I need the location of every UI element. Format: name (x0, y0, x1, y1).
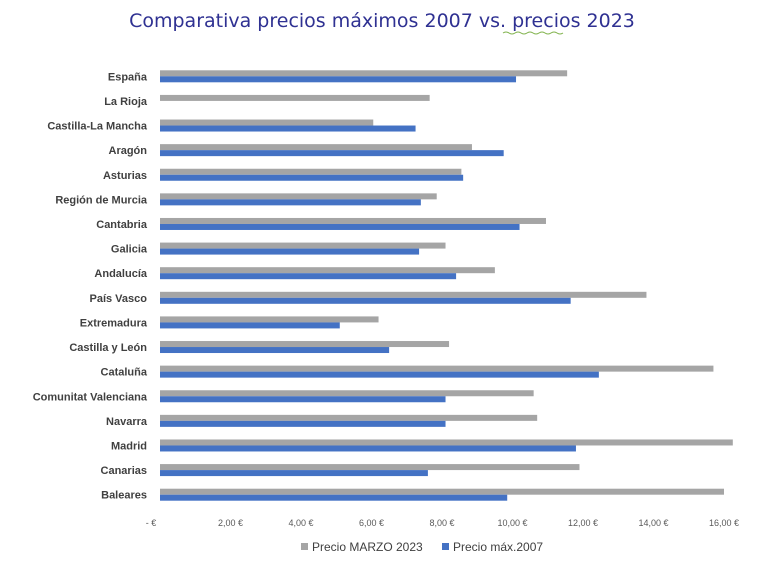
bar-precio-marzo-2023-asturias (160, 168, 462, 175)
category-label: España (108, 71, 148, 83)
category-label: Comunitat Valenciana (33, 391, 148, 403)
bar-precio-max-2007-region-de-murcia (160, 199, 421, 206)
x-tick-label: - € (146, 518, 157, 528)
category-label: Cantabria (96, 219, 148, 231)
bar-precio-max-2007-cantabria (160, 223, 520, 230)
bar-precio-max-2007-cataluna (160, 371, 599, 378)
legend: Precio MARZO 2023 Precio máx.2007 (301, 540, 543, 554)
category-label: Madrid (111, 440, 147, 452)
bar-precio-marzo-2023-aragon (160, 144, 472, 151)
bar-precio-max-2007-comunitat-valenciana (160, 396, 446, 403)
bar-precio-marzo-2023-castilla-la-mancha (160, 119, 374, 126)
bars-layer (160, 70, 733, 501)
bar-precio-max-2007-canarias (160, 470, 428, 477)
category-labels: España La Rioja Castilla-La Mancha Aragón As… (33, 71, 148, 501)
category-label: Canarias (101, 465, 147, 477)
chart-title: Comparativa precios máximos 2007 vs. pre… (129, 10, 635, 32)
category-label: Navarra (106, 416, 148, 428)
bar-precio-marzo-2023-cataluna (160, 365, 714, 372)
bar-precio-max-2007-castilla-y-leon (160, 347, 390, 354)
bar-precio-marzo-2023-comunitat-valenciana (160, 390, 534, 397)
x-tick-label: 10,00 € (497, 518, 527, 528)
bar-precio-marzo-2023-andalucia (160, 267, 495, 274)
category-label: Baleares (101, 490, 147, 502)
bar-precio-marzo-2023-castilla-y-leon (160, 341, 450, 348)
bar-precio-marzo-2023-espana (160, 70, 568, 77)
x-tick-label: 14,00 € (638, 518, 668, 528)
category-label: Región de Murcia (55, 194, 148, 206)
category-label: Andalucía (94, 268, 147, 280)
bar-precio-max-2007-galicia (160, 248, 420, 255)
bar-precio-marzo-2023-la-rioja (160, 94, 430, 101)
category-label: Extremadura (80, 317, 148, 329)
bar-precio-max-2007-pais-vasco (160, 297, 571, 304)
bar-precio-max-2007-navarra (160, 420, 446, 427)
x-tick-label: 16,00 € (709, 518, 739, 528)
bar-precio-marzo-2023-navarra (160, 414, 538, 421)
bar-precio-max-2007-aragon (160, 150, 504, 157)
bar-precio-marzo-2023-baleares (160, 488, 724, 495)
bar-precio-marzo-2023-region-de-murcia (160, 193, 437, 200)
bar-precio-marzo-2023-extremadura (160, 316, 379, 323)
legend-swatch-precio-marzo-2023 (301, 543, 308, 550)
x-tick-label: 6,00 € (359, 518, 384, 528)
bar-precio-max-2007-baleares (160, 494, 508, 501)
bar-precio-max-2007-asturias (160, 174, 464, 181)
legend-label: Precio máx.2007 (453, 540, 543, 554)
legend-label: Precio MARZO 2023 (312, 540, 423, 554)
category-label: Cataluña (101, 367, 148, 379)
category-label: País Vasco (90, 293, 148, 305)
x-axis-tick-labels: - € 2,00 € 4,00 € 6,00 € 8,00 € 10,00 € 12,00 … (146, 518, 739, 528)
x-tick-label: 12,00 € (568, 518, 598, 528)
x-tick-label: 8,00 € (429, 518, 454, 528)
bar-precio-max-2007-madrid (160, 445, 576, 452)
category-label: Galicia (111, 244, 148, 256)
bar-precio-marzo-2023-madrid (160, 439, 733, 446)
bar-precio-max-2007-andalucia (160, 273, 457, 280)
bar-precio-marzo-2023-galicia (160, 242, 446, 249)
bar-precio-marzo-2023-pais-vasco (160, 291, 647, 298)
category-label: Castilla-La Mancha (47, 121, 148, 133)
bar-precio-max-2007-extremadura (160, 322, 340, 329)
spellcheck-underline (502, 31, 564, 35)
x-tick-label: 4,00 € (288, 518, 313, 528)
bar-precio-max-2007-castilla-la-mancha (160, 125, 416, 132)
category-label: Asturias (103, 170, 147, 182)
x-tick-label: 2,00 € (218, 518, 243, 528)
category-label: Aragón (109, 145, 148, 157)
bar-precio-marzo-2023-canarias (160, 464, 580, 471)
bar-precio-marzo-2023-cantabria (160, 217, 546, 224)
bar-precio-max-2007-espana (160, 76, 517, 83)
legend-swatch-precio-max-2007 (442, 543, 449, 550)
category-label: Castilla y León (69, 342, 147, 354)
category-label: La Rioja (104, 96, 148, 108)
